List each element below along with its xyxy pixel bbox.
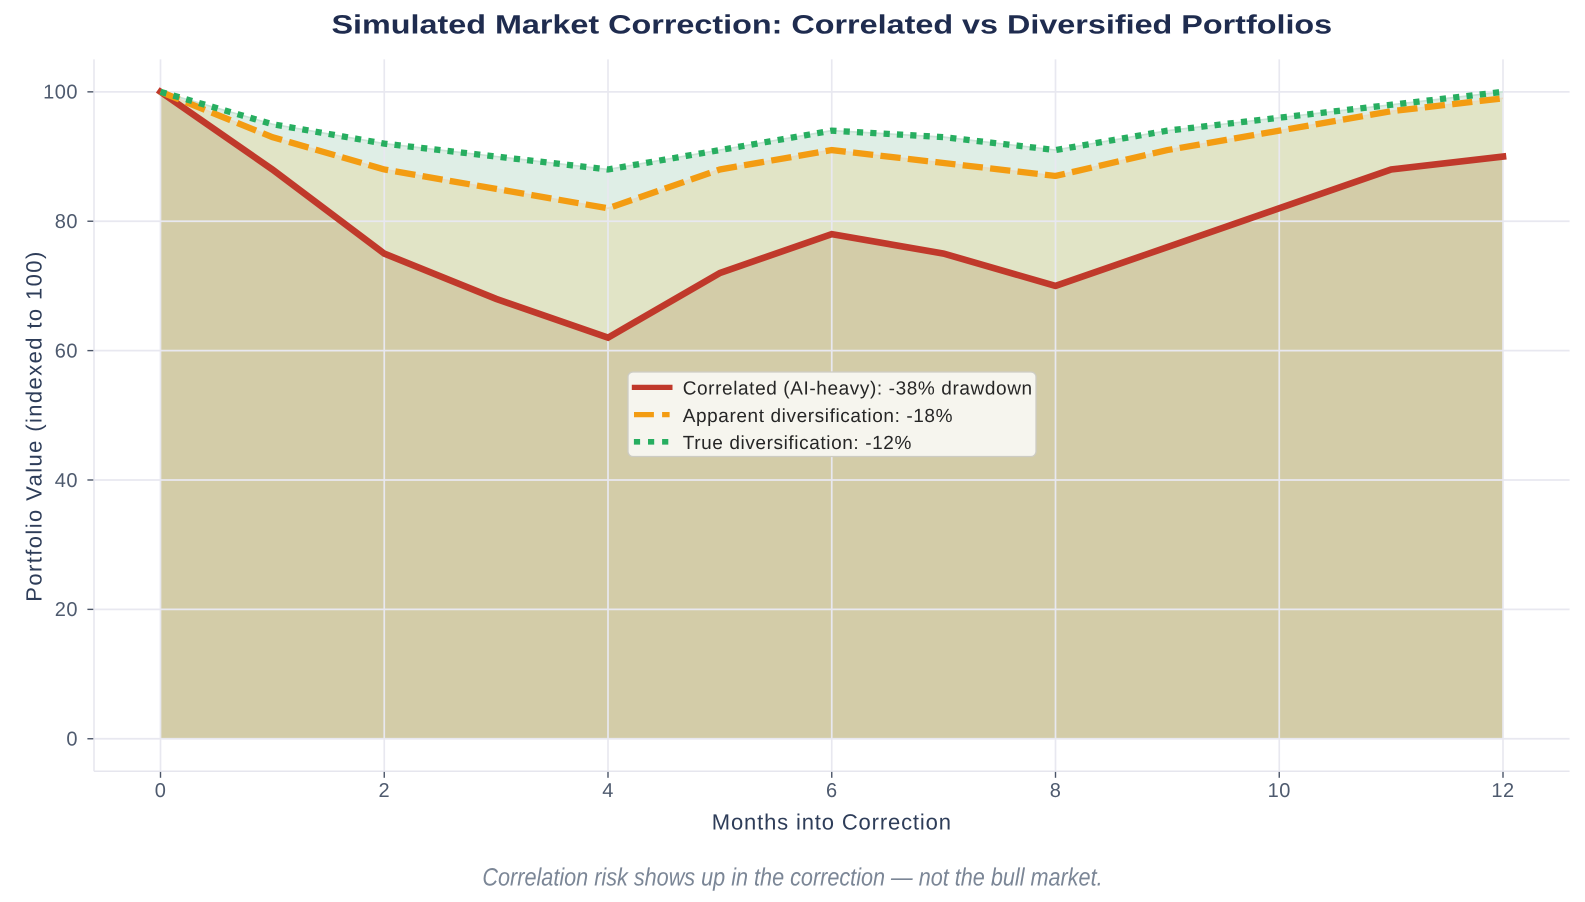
svg-text:2: 2 [378,780,390,802]
svg-text:Correlation risk shows up in t: Correlation risk shows up in the correct… [482,864,1102,892]
svg-text:20: 20 [55,599,78,621]
svg-text:0: 0 [155,780,167,802]
svg-text:Apparent diversification: -18%: Apparent diversification: -18% [683,406,953,427]
svg-text:True diversification: -12%: True diversification: -12% [683,433,912,454]
svg-text:8: 8 [1050,780,1062,802]
svg-text:60: 60 [55,340,78,362]
svg-text:12: 12 [1491,780,1514,802]
svg-text:Correlated (AI-heavy): -38% dr: Correlated (AI-heavy): -38% drawdown [683,379,1033,400]
svg-text:0: 0 [66,729,78,751]
svg-text:40: 40 [55,470,78,492]
svg-text:80: 80 [55,211,78,233]
svg-text:Portfolio Value (indexed to 10: Portfolio Value (indexed to 100) [22,250,47,601]
svg-text:Months into Correction: Months into Correction [712,810,952,835]
svg-text:10: 10 [1268,780,1291,802]
svg-text:Simulated Market Correction: C: Simulated Market Correction: Correlated … [331,9,1332,39]
svg-text:4: 4 [602,780,614,802]
svg-text:6: 6 [826,780,838,802]
svg-text:100: 100 [43,82,78,104]
